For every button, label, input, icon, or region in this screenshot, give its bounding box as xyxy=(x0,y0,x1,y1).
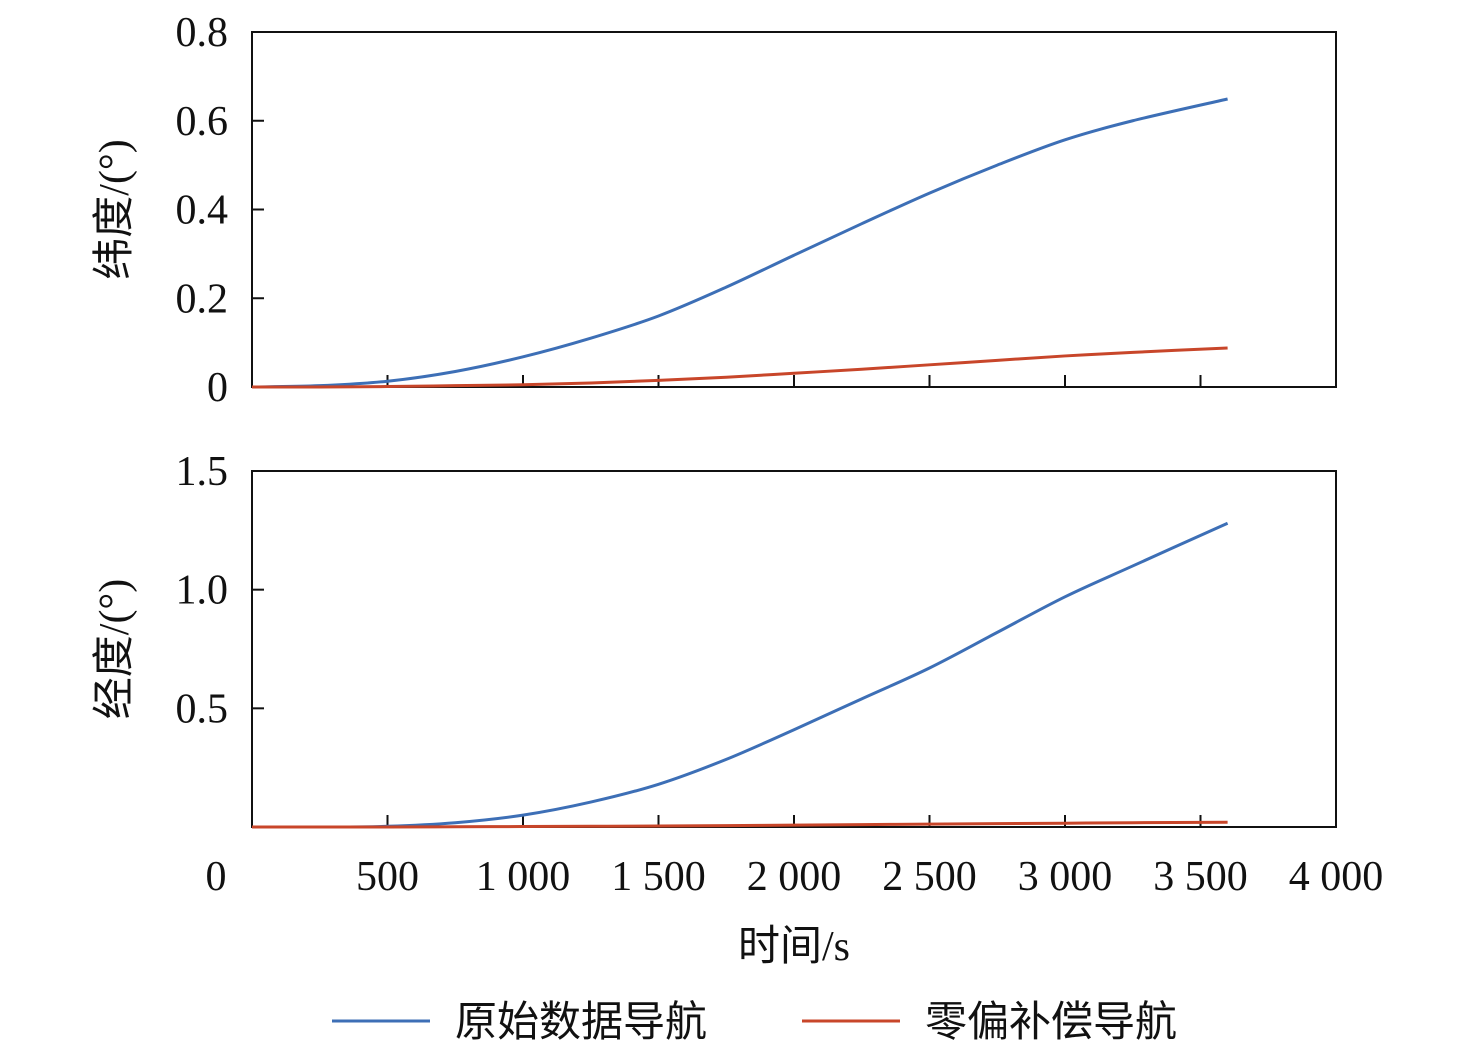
x-tick-label: 1 500 xyxy=(611,854,706,900)
legend-label-raw: 原始数据导航 xyxy=(455,999,707,1046)
series-line-raw xyxy=(251,521,1229,829)
y-tick-label: 0.6 xyxy=(176,99,229,145)
y-tick-label: 0 xyxy=(207,365,228,411)
series-line-raw xyxy=(251,97,1228,389)
latitude-plot: 0 0.2 0.4 0.6 0.8 纬度/(°) xyxy=(92,10,1337,411)
x-tick-label: 3 500 xyxy=(1153,854,1248,900)
x-axis-label: 时间/s xyxy=(738,924,850,970)
x-tick-label: 4 000 xyxy=(1289,854,1384,900)
y-tick-label: 0.8 xyxy=(176,10,229,56)
y-tick-label: 0.4 xyxy=(176,188,229,234)
series-line-compensated xyxy=(251,346,1228,389)
y-tick-label: 1.5 xyxy=(176,449,229,495)
x-tick-label: 2 500 xyxy=(882,854,977,900)
x-tick-label: 2 000 xyxy=(747,854,842,900)
plot-frame xyxy=(251,31,1337,388)
x-tick-label: 1 000 xyxy=(476,854,571,900)
x-tick-label: 0 xyxy=(206,854,227,900)
y-axis-label: 纬度/(°) xyxy=(92,139,138,279)
y-axis-label: 经度/(°) xyxy=(92,579,138,719)
y-tick-label: 0.2 xyxy=(176,276,229,322)
legend-label-compensated: 零偏补偿导航 xyxy=(925,999,1177,1046)
series-line-compensated xyxy=(252,820,1228,829)
longitude-plot: 0.5 1.0 1.5 0 500 1 000 1 500 2 000 2 500 3 000 3 … xyxy=(92,449,1383,900)
x-tick-label: 500 xyxy=(356,854,419,900)
y-tick-label: 1.0 xyxy=(176,568,229,614)
y-tick-label: 0.5 xyxy=(176,686,229,732)
x-tick-label: 3 000 xyxy=(1018,854,1113,900)
plot-frame xyxy=(251,470,1337,828)
legend: 原始数据导航 零偏补偿导航 xyxy=(332,999,1177,1046)
